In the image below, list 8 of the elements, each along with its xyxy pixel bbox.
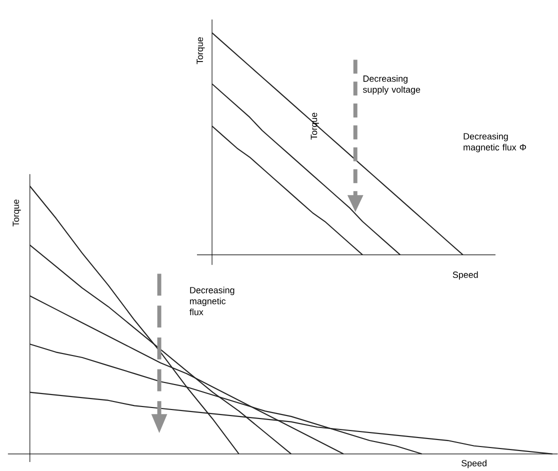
annotation: Torque bbox=[310, 112, 319, 140]
annotation: Decreasing magnetic flux bbox=[190, 286, 234, 316]
annotation: Decreasing magnetic flux Φ bbox=[464, 132, 526, 152]
x-axis-title: Speed bbox=[452, 271, 478, 280]
y-axis-title: Torque bbox=[196, 37, 205, 64]
y-axis-title: Torque bbox=[12, 200, 21, 226]
x-axis-title: Speed bbox=[462, 460, 486, 468]
annotation: Decreasing supply voltage bbox=[362, 75, 420, 94]
